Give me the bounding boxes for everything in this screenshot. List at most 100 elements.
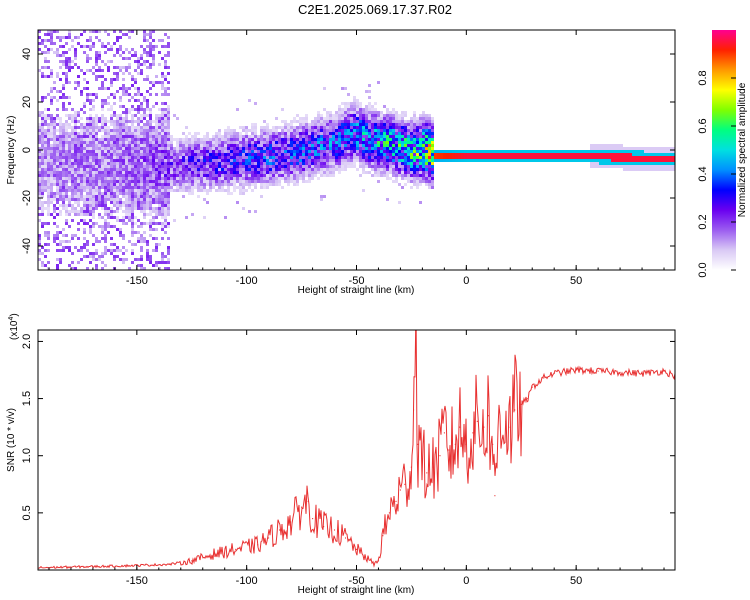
heatmap-cell (116, 138, 119, 141)
heatmap-cell (386, 111, 389, 114)
heatmap-cell (143, 36, 146, 39)
heatmap-cell (188, 171, 191, 174)
heatmap-cell (53, 177, 56, 180)
heatmap-cell (596, 150, 599, 153)
heatmap-cell (80, 144, 83, 147)
heatmap-cell (44, 144, 47, 147)
heatmap-cell (428, 114, 431, 117)
heatmap-cell (80, 246, 83, 249)
heatmap-cell (131, 228, 134, 231)
heatmap-cell (38, 36, 41, 39)
heatmap-cell (380, 138, 383, 141)
heatmap-cell (47, 174, 50, 177)
heatmap-cell (605, 162, 608, 165)
snr-point (476, 420, 478, 422)
heatmap-cell (146, 249, 149, 252)
heatmap-cell (371, 141, 374, 144)
heatmap-cell (374, 156, 377, 159)
heatmap-cell (494, 159, 497, 162)
heatmap-cell (107, 186, 110, 189)
heatmap-cell (521, 156, 524, 159)
heatmap-cell (92, 150, 95, 153)
heatmap-cell (125, 192, 128, 195)
heatmap-cell (398, 171, 401, 174)
heatmap-cell (92, 186, 95, 189)
heatmap-cell (398, 120, 401, 123)
snr-point (417, 443, 419, 445)
heatmap-cell (86, 213, 89, 216)
heatmap-cell (131, 159, 134, 162)
heatmap-cell (272, 129, 275, 132)
heatmap-cell (83, 129, 86, 132)
heatmap-cell (302, 180, 305, 183)
heatmap-cell (164, 135, 167, 138)
heatmap-cell (164, 216, 167, 219)
heatmap-cell (581, 153, 584, 156)
heatmap-cell (266, 144, 269, 147)
heatmap-cell (140, 129, 143, 132)
heatmap-cell (140, 54, 143, 57)
heatmap-cell (125, 132, 128, 135)
heatmap-cell (380, 114, 383, 117)
heatmap-cell (368, 141, 371, 144)
heatmap-cell (395, 153, 398, 156)
heatmap-cell (68, 213, 71, 216)
heatmap-cell (86, 93, 89, 96)
heatmap-cell (89, 255, 92, 258)
heatmap-cell (116, 144, 119, 147)
heatmap-cell (266, 162, 269, 165)
heatmap-cell (266, 156, 269, 159)
heatmap-cell (50, 117, 53, 120)
heatmap-cell (335, 150, 338, 153)
heatmap-cell (236, 177, 239, 180)
heatmap-cell (227, 135, 230, 138)
snr-point (373, 563, 375, 565)
x-tick-label: -50 (349, 275, 365, 287)
heatmap-cell (212, 171, 215, 174)
heatmap-cell (215, 150, 218, 153)
heatmap-cell (662, 168, 665, 171)
heatmap-cell (185, 186, 188, 189)
heatmap-cell (275, 138, 278, 141)
heatmap-cell (419, 114, 422, 117)
heatmap-cell (422, 120, 425, 123)
heatmap-cell (128, 186, 131, 189)
heatmap-cell (140, 165, 143, 168)
heatmap-cell (92, 156, 95, 159)
heatmap-cell (80, 174, 83, 177)
heatmap-cell (44, 264, 47, 267)
heatmap-cell (65, 120, 68, 123)
heatmap-cell (515, 159, 518, 162)
heatmap-cell (359, 117, 362, 120)
x-tick-label: -150 (126, 275, 148, 287)
snr-point (432, 466, 434, 468)
heatmap-cell (56, 267, 59, 270)
heatmap-cell (317, 147, 320, 150)
heatmap-cell (260, 180, 263, 183)
heatmap-cell (68, 195, 71, 198)
heatmap-cell (302, 174, 305, 177)
heatmap-cell (401, 159, 404, 162)
heatmap-cell (407, 129, 410, 132)
heatmap-cell (200, 162, 203, 165)
heatmap-cell (254, 183, 257, 186)
heatmap-cell (191, 186, 194, 189)
heatmap-cell (341, 132, 344, 135)
heatmap-cell (404, 114, 407, 117)
heatmap-cell (143, 117, 146, 120)
heatmap-cell (149, 93, 152, 96)
heatmap-cell (50, 30, 53, 33)
heatmap-cell (440, 153, 443, 156)
heatmap-cell (110, 153, 113, 156)
heatmap-cell (281, 120, 284, 123)
heatmap-cell (431, 147, 434, 150)
heatmap-cell (620, 165, 623, 168)
heatmap-cell (44, 147, 47, 150)
heatmap-cell (119, 198, 122, 201)
heatmap-cell (161, 237, 164, 240)
heatmap-cell (38, 195, 41, 198)
heatmap-cell (668, 150, 671, 153)
heatmap-cell (41, 96, 44, 99)
heatmap-cell (239, 135, 242, 138)
heatmap-cell (218, 183, 221, 186)
